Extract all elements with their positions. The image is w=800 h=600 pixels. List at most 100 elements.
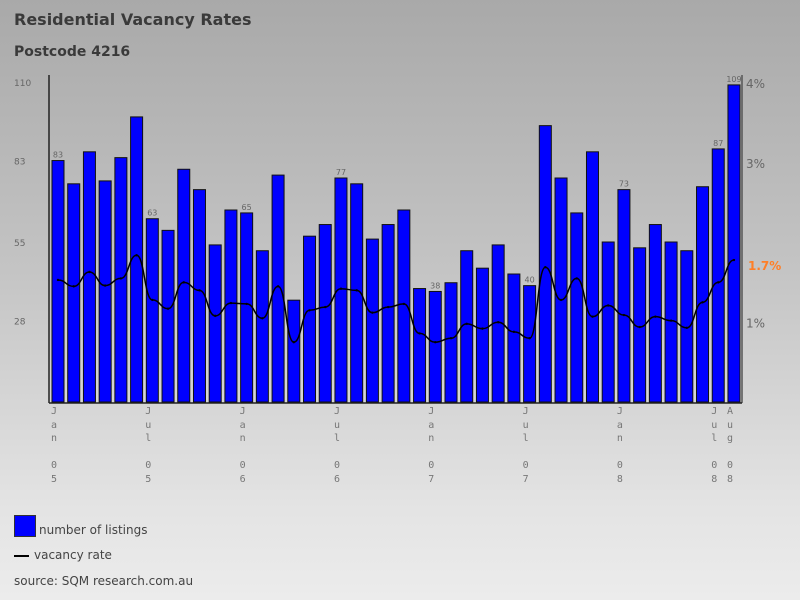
legend-item-listings: number of listings bbox=[14, 515, 147, 537]
chart-subtitle: Postcode 4216 bbox=[14, 44, 131, 60]
bar bbox=[570, 212, 584, 403]
chart-title: Residential Vacancy Rates bbox=[14, 10, 252, 29]
vacancy-rate-point bbox=[654, 315, 657, 318]
x-tick-label: Aug 08 bbox=[726, 405, 734, 486]
vacancy-rate-point bbox=[103, 284, 107, 287]
bar bbox=[413, 288, 427, 403]
vacancy-rate-point bbox=[717, 281, 720, 284]
bar bbox=[98, 180, 112, 403]
x-tick-label: Jan 06 bbox=[239, 405, 247, 486]
vacancy-rate-point bbox=[56, 278, 60, 282]
vacancy-rate-point bbox=[355, 289, 358, 292]
vacancy-rate-point bbox=[324, 305, 327, 309]
vacancy-rate-point bbox=[559, 298, 563, 302]
vacancy-rate-point bbox=[119, 277, 123, 280]
x-tick-label: Jul 05 bbox=[144, 405, 152, 486]
vacancy-rate-point bbox=[701, 301, 704, 304]
vacancy-rate-point bbox=[182, 281, 185, 284]
right-tick-label: 3% bbox=[746, 157, 765, 171]
vacancy-rate-point bbox=[151, 298, 154, 302]
vacancy-rate-point bbox=[528, 337, 531, 340]
bar bbox=[334, 177, 348, 403]
x-tick-year: 08 bbox=[616, 460, 623, 485]
left-tick-label: 55 bbox=[14, 239, 25, 249]
vacancy-rate-point bbox=[135, 254, 138, 257]
bar-value-label: 83 bbox=[53, 151, 63, 160]
x-tick-month: Jul bbox=[522, 406, 529, 444]
x-tick-month: Jul bbox=[145, 406, 152, 444]
bar-value-label: 109 bbox=[726, 75, 741, 84]
bar-value-label: 63 bbox=[147, 209, 157, 218]
vacancy-rate-point bbox=[166, 307, 170, 310]
vacancy-rate-point bbox=[512, 330, 516, 334]
x-tick-label: Jan 05 bbox=[50, 405, 58, 486]
vacancy-rate-point bbox=[386, 305, 390, 309]
left-tick-label: 83 bbox=[14, 158, 25, 168]
x-tick-year: 05 bbox=[145, 460, 152, 485]
x-tick-month: Jan bbox=[428, 406, 435, 444]
x-tick-label: Jul 07 bbox=[522, 405, 530, 486]
bar-value-label: 87 bbox=[713, 139, 723, 148]
x-tick-year: 08 bbox=[711, 460, 718, 485]
bar bbox=[585, 151, 599, 403]
bar bbox=[145, 218, 159, 403]
legend-label-listings: number of listings bbox=[39, 523, 148, 537]
bar bbox=[617, 189, 631, 403]
bar bbox=[208, 244, 222, 403]
bar bbox=[428, 290, 442, 403]
vacancy-rate-point bbox=[276, 285, 280, 288]
vacancy-rate-point bbox=[481, 327, 484, 330]
bar-value-label: 73 bbox=[619, 180, 629, 189]
legend-swatch-bar-icon bbox=[14, 515, 36, 537]
vacancy-rate-point bbox=[669, 319, 673, 322]
bar bbox=[365, 238, 379, 403]
bar-value-label: 77 bbox=[336, 168, 346, 177]
vacancy-rate-point bbox=[685, 326, 688, 330]
bar bbox=[82, 151, 96, 403]
bar-value-label: 40 bbox=[525, 276, 535, 285]
left-tick-label: 28 bbox=[14, 318, 26, 328]
x-tick-month: Jul bbox=[711, 406, 718, 444]
vacancy-rate-point bbox=[622, 313, 626, 317]
bar bbox=[444, 282, 458, 403]
bar bbox=[727, 84, 741, 403]
legend-swatch-line-icon bbox=[14, 554, 29, 557]
bar bbox=[601, 241, 615, 403]
vacancy-rate-point bbox=[371, 311, 374, 314]
vacancy-rate-point bbox=[261, 317, 264, 320]
vacancy-rate-point bbox=[72, 285, 75, 288]
bar bbox=[255, 250, 269, 403]
vacancy-rate-point bbox=[198, 289, 201, 292]
bar bbox=[224, 209, 238, 403]
bar bbox=[240, 212, 254, 403]
x-tick-label: Jul 06 bbox=[333, 405, 341, 486]
x-tick-year: 06 bbox=[333, 460, 340, 485]
bar bbox=[67, 183, 81, 403]
bar bbox=[538, 125, 552, 403]
x-tick-month: Jan bbox=[616, 406, 623, 444]
bar bbox=[287, 299, 301, 403]
vacancy-rate-point bbox=[638, 325, 641, 329]
bar bbox=[507, 273, 521, 403]
x-tick-year: 06 bbox=[239, 460, 246, 485]
right-tick-label: 4% bbox=[746, 77, 765, 91]
vacancy-rate-point bbox=[229, 301, 233, 305]
bar-value-label: 65 bbox=[242, 203, 252, 212]
source-note: source: SQM research.com.au bbox=[14, 574, 194, 588]
bar bbox=[271, 174, 285, 403]
bar bbox=[523, 285, 537, 403]
vacancy-rate-point bbox=[591, 315, 594, 318]
vacancy-rate-point bbox=[449, 337, 453, 340]
right-tick-label: 1% bbox=[746, 316, 765, 330]
bar bbox=[711, 148, 725, 403]
x-tick-label: Jan 08 bbox=[616, 405, 624, 486]
vacancy-rate-point bbox=[339, 287, 343, 290]
bar bbox=[161, 229, 175, 403]
vacancy-rate-point bbox=[496, 321, 500, 324]
vacancy-rate-point bbox=[308, 309, 311, 312]
bar-value-label: 38 bbox=[430, 281, 440, 290]
vacancy-rate-point bbox=[88, 270, 91, 274]
bar bbox=[303, 235, 317, 403]
vacancy-rate-point bbox=[465, 322, 468, 326]
vacancy-rate-point bbox=[607, 304, 610, 307]
